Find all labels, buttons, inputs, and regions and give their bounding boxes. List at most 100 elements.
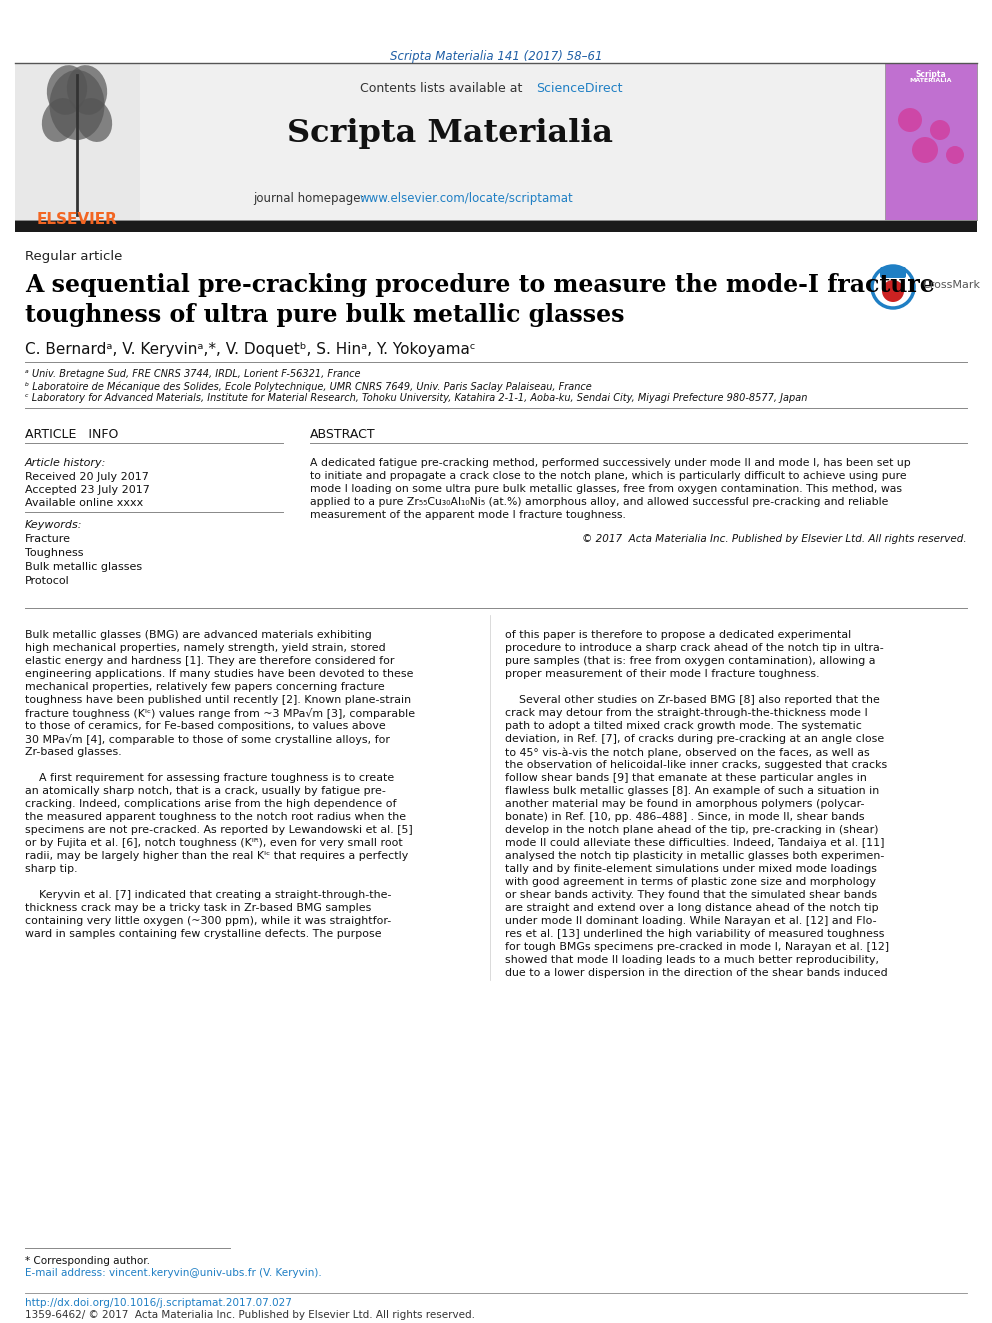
Bar [15, 64, 140, 220]
Text: ᵃ Univ. Bretagne Sud, FRE CNRS 3744, IRDL, Lorient F-56321, France: ᵃ Univ. Bretagne Sud, FRE CNRS 3744, IRD… [25, 369, 360, 378]
Text: ABSTRACT: ABSTRACT [310, 429, 376, 441]
Text: Keryvin et al. [7] indicated that creating a straight-through-the-: Keryvin et al. [7] indicated that creati… [25, 890, 392, 900]
Text: ᵇ Laboratoire de Mécanique des Solides, Ecole Polytechnique, UMR CNRS 7649, Univ: ᵇ Laboratoire de Mécanique des Solides, … [25, 381, 592, 392]
Text: ARTICLE   INFO: ARTICLE INFO [25, 429, 118, 441]
Text: specimens are not pre-cracked. As reported by Lewandowski et al. [5]: specimens are not pre-cracked. As report… [25, 826, 413, 835]
Text: ScienceDirect: ScienceDirect [536, 82, 623, 95]
Text: high mechanical properties, namely strength, yield strain, stored: high mechanical properties, namely stren… [25, 643, 386, 654]
Text: elastic energy and hardness [1]. They are therefore considered for: elastic energy and hardness [1]. They ar… [25, 656, 395, 665]
Ellipse shape [50, 70, 104, 140]
Text: 30 MPa√m [4], comparable to those of some crystalline alloys, for: 30 MPa√m [4], comparable to those of som… [25, 734, 390, 745]
Text: another material may be found in amorphous polymers (polycar-: another material may be found in amorpho… [505, 799, 864, 808]
Bar [15, 64, 885, 220]
Text: mechanical properties, relatively few papers concerning fracture: mechanical properties, relatively few pa… [25, 681, 385, 692]
Text: analysed the notch tip plasticity in metallic glasses both experimen-: analysed the notch tip plasticity in met… [505, 851, 885, 861]
Ellipse shape [75, 98, 112, 142]
Text: toughness of ultra pure bulk metallic glasses: toughness of ultra pure bulk metallic gl… [25, 303, 625, 327]
Text: Toughness: Toughness [25, 548, 83, 558]
Text: mode I loading on some ultra pure bulk metallic glasses, free from oxygen contam: mode I loading on some ultra pure bulk m… [310, 484, 902, 493]
Text: an atomically sharp notch, that is a crack, usually by fatigue pre-: an atomically sharp notch, that is a cra… [25, 786, 386, 796]
Text: fracture toughness (Kᴵᶜ) values range from ~3 MPa√m [3], comparable: fracture toughness (Kᴵᶜ) values range fr… [25, 708, 415, 718]
Circle shape [930, 120, 950, 140]
Circle shape [898, 108, 922, 132]
Text: to those of ceramics, for Fe-based compositions, to values above: to those of ceramics, for Fe-based compo… [25, 721, 386, 732]
Text: © 2017  Acta Materialia Inc. Published by Elsevier Ltd. All rights reserved.: © 2017 Acta Materialia Inc. Published by… [582, 534, 967, 544]
Text: applied to a pure Zr₅₅Cu₃₀Al₁₀Ni₅ (at.%) amorphous alloy, and allowed successful: applied to a pure Zr₅₅Cu₃₀Al₁₀Ni₅ (at.%)… [310, 497, 889, 507]
Text: Article history:: Article history: [25, 458, 106, 468]
Text: journal homepage:: journal homepage: [253, 192, 368, 205]
Text: Zr-based glasses.: Zr-based glasses. [25, 747, 122, 757]
Text: A dedicated fatigue pre-cracking method, performed successively under mode II an: A dedicated fatigue pre-cracking method,… [310, 458, 911, 468]
Text: http://dx.doi.org/10.1016/j.scriptamat.2017.07.027: http://dx.doi.org/10.1016/j.scriptamat.2… [25, 1298, 292, 1308]
Text: Accepted 23 July 2017: Accepted 23 July 2017 [25, 486, 150, 495]
Text: are straight and extend over a long distance ahead of the notch tip: are straight and extend over a long dist… [505, 904, 879, 913]
Text: Bulk metallic glasses (BMG) are advanced materials exhibiting: Bulk metallic glasses (BMG) are advanced… [25, 630, 372, 640]
Text: radii, may be largely higher than the real Kᴵᶜ that requires a perfectly: radii, may be largely higher than the re… [25, 851, 409, 861]
Text: Scripta Materialia: Scripta Materialia [287, 118, 613, 149]
Circle shape [875, 269, 911, 306]
Text: crack may detour from the straight-through-the-thickness mode I: crack may detour from the straight-throu… [505, 708, 868, 718]
Text: E-mail address: vincent.keryvin@univ-ubs.fr (V. Keryvin).: E-mail address: vincent.keryvin@univ-ubs… [25, 1267, 321, 1278]
Text: sharp tip.: sharp tip. [25, 864, 77, 875]
Text: Scripta Materialia 141 (2017) 58–61: Scripta Materialia 141 (2017) 58–61 [390, 50, 602, 64]
Text: Keywords:: Keywords: [25, 520, 82, 531]
Text: develop in the notch plane ahead of the tip, pre-cracking in (shear): develop in the notch plane ahead of the … [505, 826, 879, 835]
Text: pure samples (that is: free from oxygen contamination), allowing a: pure samples (that is: free from oxygen … [505, 656, 876, 665]
Circle shape [882, 280, 904, 302]
Text: to initiate and propagate a crack close to the notch plane, which is particularl: to initiate and propagate a crack close … [310, 471, 907, 482]
Text: A first requirement for assessing fracture toughness is to create: A first requirement for assessing fractu… [25, 773, 394, 783]
Text: or by Fujita et al. [6], notch toughness (Kᴵᴿ), even for very small root: or by Fujita et al. [6], notch toughness… [25, 837, 403, 848]
Text: under mode II dominant loading. While Narayan et al. [12] and Flo-: under mode II dominant loading. While Na… [505, 916, 877, 926]
Text: procedure to introduce a sharp crack ahead of the notch tip in ultra-: procedure to introduce a sharp crack ahe… [505, 643, 884, 654]
Bar [15, 221, 977, 232]
Text: Protocol: Protocol [25, 576, 69, 586]
Circle shape [946, 146, 964, 164]
Text: due to a lower dispersion in the direction of the shear bands induced: due to a lower dispersion in the directi… [505, 968, 888, 978]
Text: ᶜ Laboratory for Advanced Materials, Institute for Material Research, Tohoku Uni: ᶜ Laboratory for Advanced Materials, Ins… [25, 393, 807, 404]
Text: Scripta: Scripta [916, 70, 946, 79]
Text: MATERIALIA: MATERIALIA [910, 78, 952, 83]
Text: Available online xxxx: Available online xxxx [25, 497, 143, 508]
Text: CrossMark: CrossMark [922, 280, 980, 290]
Text: with good agreement in terms of plastic zone size and morphology: with good agreement in terms of plastic … [505, 877, 876, 886]
Text: engineering applications. If many studies have been devoted to these: engineering applications. If many studie… [25, 669, 414, 679]
Text: 1359-6462/ © 2017  Acta Materialia Inc. Published by Elsevier Ltd. All rights re: 1359-6462/ © 2017 Acta Materialia Inc. P… [25, 1310, 475, 1320]
Text: res et al. [13] underlined the high variability of measured toughness: res et al. [13] underlined the high vari… [505, 929, 885, 939]
Text: to 45° vis-à-vis the notch plane, observed on the faces, as well as: to 45° vis-à-vis the notch plane, observ… [505, 747, 870, 758]
Text: www.elsevier.com/locate/scriptamat: www.elsevier.com/locate/scriptamat [360, 192, 573, 205]
Circle shape [912, 138, 938, 163]
Text: Contents lists available at: Contents lists available at [360, 82, 527, 95]
Text: of this paper is therefore to propose a dedicated experimental: of this paper is therefore to propose a … [505, 630, 851, 640]
Text: Several other studies on Zr-based BMG [8] also reported that the: Several other studies on Zr-based BMG [8… [505, 695, 880, 705]
Text: Bulk metallic glasses: Bulk metallic glasses [25, 562, 142, 572]
Text: Fracture: Fracture [25, 534, 71, 544]
Bar [885, 64, 977, 220]
Text: follow shear bands [9] that emanate at these particular angles in: follow shear bands [9] that emanate at t… [505, 773, 867, 783]
Text: * Corresponding author.: * Corresponding author. [25, 1256, 150, 1266]
Text: bonate) in Ref. [10, pp. 486–488] . Since, in mode II, shear bands: bonate) in Ref. [10, pp. 486–488] . Sinc… [505, 812, 865, 822]
Text: mode II could alleviate these difficulties. Indeed, Tandaiya et al. [11]: mode II could alleviate these difficulti… [505, 837, 885, 848]
Text: A sequential pre-cracking procedure to measure the mode-I fracture: A sequential pre-cracking procedure to m… [25, 273, 934, 296]
Text: ward in samples containing few crystalline defects. The purpose: ward in samples containing few crystalli… [25, 929, 382, 939]
Text: for tough BMGs specimens pre-cracked in mode I, Narayan et al. [12]: for tough BMGs specimens pre-cracked in … [505, 942, 889, 953]
Text: Regular article: Regular article [25, 250, 122, 263]
Ellipse shape [66, 65, 107, 115]
Text: the measured apparent toughness to the notch root radius when the: the measured apparent toughness to the n… [25, 812, 406, 822]
Text: proper measurement of their mode I fracture toughness.: proper measurement of their mode I fract… [505, 669, 819, 679]
Text: tally and by finite-element simulations under mixed mode loadings: tally and by finite-element simulations … [505, 864, 877, 875]
Text: Received 20 July 2017: Received 20 July 2017 [25, 472, 149, 482]
Ellipse shape [47, 65, 87, 115]
Text: measurement of the apparent mode I fracture toughness.: measurement of the apparent mode I fract… [310, 509, 626, 520]
Text: or shear bands activity. They found that the simulated shear bands: or shear bands activity. They found that… [505, 890, 877, 900]
Text: the observation of helicoidal-like inner cracks, suggested that cracks: the observation of helicoidal-like inner… [505, 759, 887, 770]
Text: flawless bulk metallic glasses [8]. An example of such a situation in: flawless bulk metallic glasses [8]. An e… [505, 786, 879, 796]
Ellipse shape [42, 98, 78, 142]
Text: thickness crack may be a tricky task in Zr-based BMG samples: thickness crack may be a tricky task in … [25, 904, 371, 913]
Text: path to adopt a tilted mixed crack growth mode. The systematic: path to adopt a tilted mixed crack growt… [505, 721, 862, 732]
Text: deviation, in Ref. [7], of cracks during pre-cracking at an angle close: deviation, in Ref. [7], of cracks during… [505, 734, 884, 744]
Text: ELSEVIER: ELSEVIER [37, 212, 117, 228]
Text: C. Bernardᵃ, V. Keryvinᵃ,*, V. Doquetᵇ, S. Hinᵃ, Y. Yokoyamaᶜ: C. Bernardᵃ, V. Keryvinᵃ,*, V. Doquetᵇ, … [25, 343, 475, 357]
FancyBboxPatch shape [880, 267, 906, 278]
Text: containing very little oxygen (~300 ppm), while it was straightfor-: containing very little oxygen (~300 ppm)… [25, 916, 391, 926]
Text: toughness have been published until recently [2]. Known plane-strain: toughness have been published until rece… [25, 695, 411, 705]
